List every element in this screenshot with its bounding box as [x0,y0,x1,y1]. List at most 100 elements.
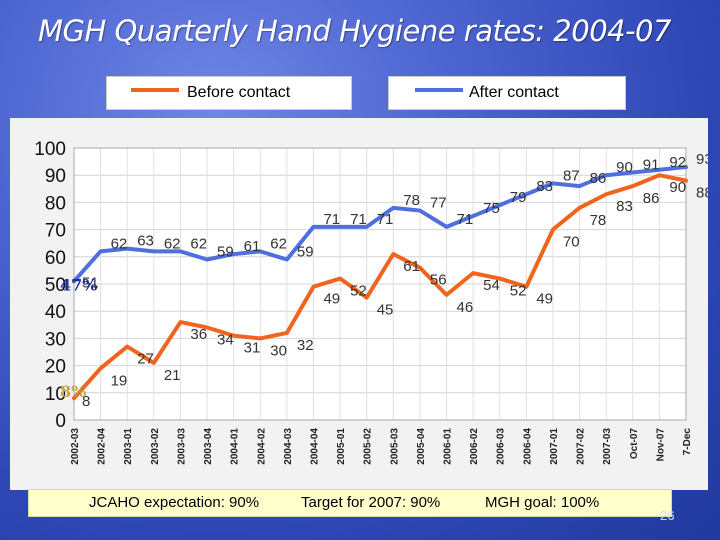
before-data-label: 83 [616,198,633,215]
plot-border [73,147,687,421]
after-data-label: 62 [190,235,207,252]
x-tick-label: 2007-03 [602,428,613,465]
x-tick-label: 2007-01 [549,428,560,465]
footer-goal: MGH goal: 100% [485,494,600,511]
before-data-label: 46 [457,299,474,316]
before-data-label: 61 [403,258,420,275]
after-data-label: 78 [403,192,420,209]
after-series-line [72,165,688,284]
after-data-label: 61 [244,238,261,255]
y-tick-label: 90 [45,166,66,187]
hand-hygiene-chart: 0 10 20 30 40 50 60 70 80 90 100 2002-03 2002-04 2003… [34,139,708,465]
after-data-label: 51 [82,274,99,291]
before-data-label: 78 [590,212,607,229]
y-tick-label: 20 [45,357,66,378]
x-tick-label: 2005-03 [389,428,400,465]
legend-before-label: Before contact [187,84,291,101]
x-tick-label: 2005-02 [363,428,374,465]
y-tick-label: 80 [45,193,66,214]
x-tick-label: 2004-03 [283,428,294,465]
after-data-label: 62 [111,235,128,252]
after-data-label: 90 [616,159,633,176]
legend-before: Before contact [106,76,352,110]
after-data-label: 93 [696,151,708,168]
after-data-label: 71 [350,211,367,228]
before-data-label: 88 [696,185,708,202]
after-data-label: 83 [536,178,553,195]
before-data-label: 52 [350,283,367,300]
footer-target: Target for 2007: 90% [301,494,441,511]
slide-title: MGH Quarterly Hand Hygiene rates: 2004-0… [38,14,671,48]
before-data-label: 27 [137,351,154,368]
before-data-label: 45 [377,302,394,319]
x-tick-label: 2005-04 [416,428,427,465]
x-tick-label: 2003-01 [123,428,134,465]
before-series-line [72,173,688,401]
y-tick-label: 70 [45,221,66,242]
x-tick-label: 2006-02 [469,428,480,465]
after-start-label: 47% [60,275,97,294]
after-data-label: 79 [510,189,527,206]
y-tick-label: 10 [45,384,66,405]
before-data-label: 56 [430,272,447,289]
after-data-label: 62 [164,235,181,252]
before-start-label: 8% [60,382,86,401]
y-tick-label: 40 [45,302,66,323]
before-data-label: 8 [82,393,90,410]
y-tick-label: 30 [45,329,66,350]
before-data-label: 36 [190,326,207,343]
footer-bar: JCAHO expectation: 90% Target for 2007: … [28,489,672,517]
after-data-label: 87 [563,167,580,184]
before-data-label: 19 [111,372,128,389]
after-data-label: 63 [137,233,154,250]
before-data-label: 52 [510,283,527,300]
after-data-label: 86 [590,170,607,187]
x-tick-label: 7-Dec [682,428,693,456]
x-tick-label: 2004-04 [309,428,320,465]
x-tick-label: 2003-02 [150,428,161,465]
x-tick-label: 2004-02 [256,428,267,465]
chart-panel: 0 10 20 30 40 50 60 70 80 90 100 2002-03 2002-04 2003… [10,118,708,490]
page-number: 26 [660,508,675,523]
before-data-label: 86 [643,190,660,207]
after-data-label: 59 [297,244,314,261]
footer-jcaho: JCAHO expectation: 90% [89,494,260,511]
x-tick-label: 2007-02 [576,428,587,465]
legend-after-swatch [415,88,463,92]
before-data-label: 49 [323,291,340,308]
after-data-label: 92 [669,154,686,171]
x-tick-label: Nov-07 [655,428,666,462]
before-data-label: 34 [217,332,234,349]
x-tick-label: 2006-01 [443,428,454,465]
before-data-label: 32 [297,337,314,354]
x-tick-label: 2003-04 [203,428,214,465]
before-data-label: 90 [669,179,686,196]
before-data-label: 70 [563,234,580,251]
legend-after-label: After contact [469,84,559,101]
y-tick-label: 50 [45,275,66,296]
x-tick-label: 2006-04 [522,428,533,465]
y-tick-label: 0 [55,411,66,432]
x-tick-label: 2006-03 [496,428,507,465]
x-tick-label: 2004-01 [230,428,241,465]
after-data-label: 71 [457,211,474,228]
x-tick-label: 2002-04 [97,428,108,465]
before-data-label: 30 [270,342,287,359]
x-tick-label: Oct-07 [629,428,640,460]
x-tick-label: 2002-03 [70,428,81,465]
after-data-label: 77 [430,195,447,212]
legend-after: After contact [388,76,626,110]
y-tick-label: 100 [34,139,66,160]
after-data-label: 59 [217,244,234,261]
y-tick-label: 60 [45,248,66,269]
legend-before-swatch [131,88,179,92]
x-tick-label: 2003-03 [176,428,187,465]
before-data-label: 21 [164,367,181,384]
before-data-label: 49 [536,291,553,308]
before-data-label: 31 [244,340,261,357]
after-data-label: 91 [643,156,660,173]
before-data-label: 54 [483,277,500,294]
after-data-label: 71 [323,211,340,228]
x-tick-label: 2005-01 [336,428,347,465]
after-data-label: 75 [483,200,500,217]
